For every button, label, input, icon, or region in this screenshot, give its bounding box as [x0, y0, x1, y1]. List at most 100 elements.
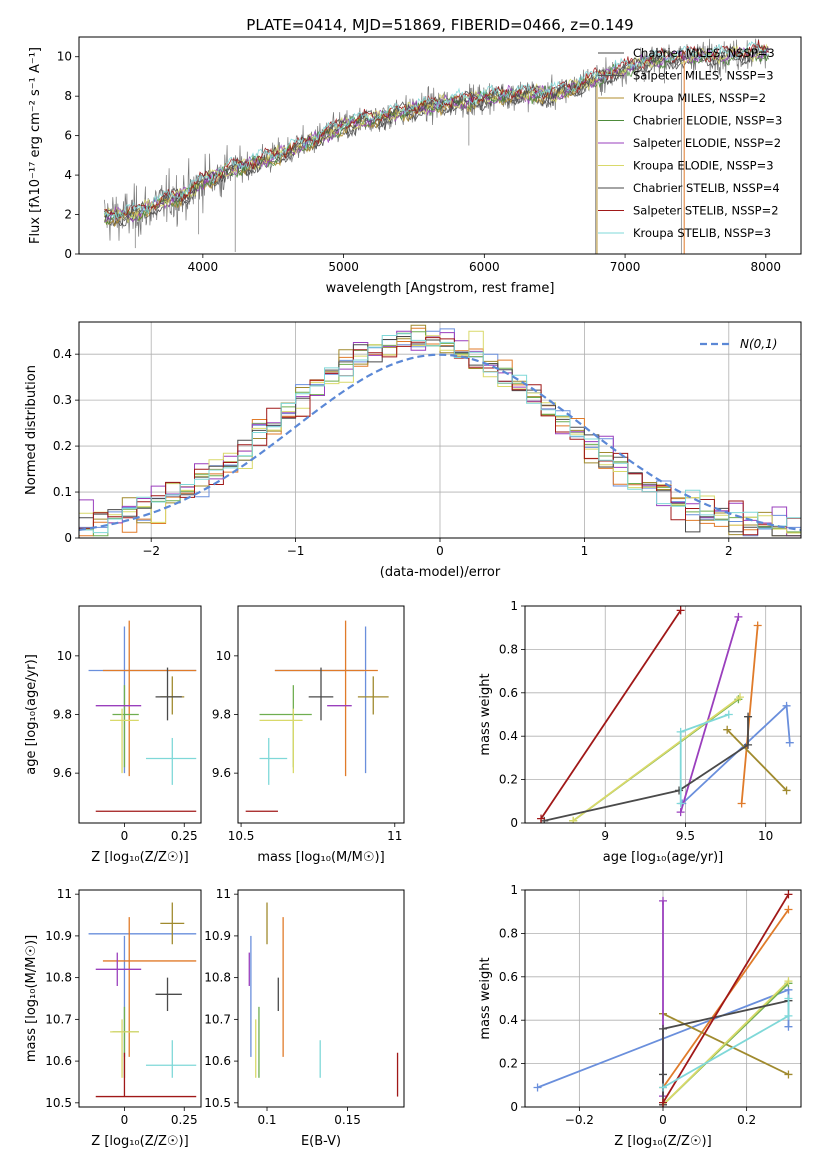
x-tick-label: 2: [725, 544, 733, 558]
model-spectrum-7: [104, 39, 769, 220]
x-axis-label: Z [log₁₀(Z/Z☉)]: [91, 1134, 188, 1149]
x-tick-label: 9: [601, 829, 609, 843]
y-axis-label: mass weight: [478, 957, 493, 1039]
panel-age-vs-mass: 10.5 11 9.6 9.8 10 mass [log₁₀(M/M☉)]: [212, 605, 405, 865]
ssp-marker-7: [676, 606, 685, 615]
ssp-marker-1: [737, 799, 746, 808]
panel-spectrum: 4000 5000 6000 7000 8000 0 2 4 6 8 10 wavelength [A…: [28, 36, 802, 296]
y-tick-label: 6: [64, 129, 72, 143]
y-axis-label: Flux [fλ10⁻¹⁷ erg cm⁻² s⁻¹ A⁻¹]: [28, 47, 43, 244]
y-tick-label: 0.2: [499, 773, 518, 787]
y-tick-label: 2: [64, 208, 72, 222]
plot-area-massweight-vs-age: [537, 606, 794, 823]
y-tick-label: 0: [64, 247, 72, 261]
x-tick-label: −0.2: [565, 1113, 594, 1127]
y-tick-label: 10.6: [45, 1054, 72, 1068]
axes-frame: [78, 36, 802, 255]
y-tick-label: 9.6: [53, 766, 72, 780]
figure-title: PLATE=0414, MJD=51869, FIBERID=0466, z=0…: [246, 16, 633, 34]
y-axis-label: Normed distribution: [24, 365, 39, 495]
ssp-marker-7: [784, 890, 793, 899]
axes-frame: [237, 605, 405, 824]
x-tick-label: 0: [659, 1113, 667, 1127]
plot-area-age-vs-mass: [245, 620, 389, 812]
ssp-marker-2: [723, 725, 732, 734]
ssp-marker-6: [675, 786, 684, 795]
y-axis-label: mass weight: [478, 673, 493, 755]
x-tick-label: 0.25: [171, 829, 198, 843]
ssp-marker-0: [784, 1022, 793, 1031]
panel-mass-vs-EBV: 0.1 0.15 10.5 10.6 10.7 10.8 10.9 11 E(B-V): [204, 887, 405, 1149]
axes-frame: [78, 321, 802, 539]
ssp-marker-8: [784, 994, 793, 1003]
ssp-line-7: [662, 893, 790, 1104]
x-tick-label: 0.1: [257, 1113, 276, 1127]
y-tick-label: 0.8: [499, 642, 518, 656]
x-tick-label: 0: [436, 544, 444, 558]
y-tick-label: 0: [510, 1100, 518, 1114]
ssp-marker-8: [659, 1083, 667, 1092]
axes-frame: [524, 605, 802, 824]
histogram-0: [79, 328, 801, 538]
ssp-marker-8: [676, 727, 685, 736]
legend-entry-3: Chabrier ELODIE, NSSP=3: [633, 114, 782, 128]
y-axis-label: mass [log₁₀(M/M☉)]: [24, 935, 39, 1062]
ssp-marker-8: [676, 799, 685, 808]
panel-mass-vs-Z: 0 0.25 10.5 10.6 10.7 10.8 10.9 11 Z [log₁₀(Z/Z☉…: [24, 887, 202, 1149]
ssp-marker-0: [782, 701, 791, 710]
ssp-marker-8: [784, 1011, 793, 1020]
ssp-marker-6: [744, 740, 753, 749]
ssp-marker-2: [784, 1070, 793, 1079]
y-tick-label: 0.1: [53, 485, 72, 499]
legend-entry-4: Salpeter ELODIE, NSSP=2: [633, 136, 781, 150]
x-tick-label: 0: [121, 829, 129, 843]
x-tick-label: 0: [121, 1113, 129, 1127]
y-tick-label: 10.8: [204, 971, 231, 985]
y-tick-label: 9.8: [212, 708, 231, 722]
axes-frame: [78, 605, 202, 824]
histogram-7: [79, 337, 801, 538]
plot-area-age-vs-Z: [88, 620, 197, 812]
x-tick-label: 6000: [469, 260, 500, 274]
plot-area-massweight-vs-Z: [533, 890, 793, 1107]
y-tick-label: 0.6: [499, 686, 518, 700]
x-tick-label: 8000: [751, 260, 782, 274]
x-tick-label: 11: [387, 829, 402, 843]
ssp-line-6: [544, 716, 749, 822]
histogram-8: [79, 333, 801, 538]
y-tick-label: 8: [64, 89, 72, 103]
legend-entry-7: Salpeter STELIB, NSSP=2: [633, 204, 779, 218]
x-tick-label: 10: [758, 829, 773, 843]
ssp-line-7: [540, 609, 682, 820]
plot-area-spectrum: [103, 38, 769, 254]
panel-massweight-vs-age: 9 9.5 10 0 0.2 0.4 0.6 0.8 1 age [log₁₀(age/yr)] m…: [478, 599, 802, 865]
ssp-marker-7: [659, 1098, 667, 1107]
ssp-marker-5: [736, 693, 745, 702]
plot-area-mass-vs-Z: [88, 902, 197, 1098]
x-tick-label: 5000: [328, 260, 359, 274]
y-tick-label: 0.3: [53, 393, 72, 407]
y-tick-label: 1: [510, 883, 518, 897]
y-tick-label: 9.8: [53, 708, 72, 722]
x-tick-label: 9.5: [676, 829, 695, 843]
x-axis-label: Z [log₁₀(Z/Z☉)]: [614, 1134, 711, 1149]
ssp-marker-1: [753, 621, 762, 630]
y-tick-label: 10.5: [45, 1096, 72, 1110]
legend-gaussian-label: N(0,1): [740, 337, 777, 351]
y-tick-label: 0.4: [499, 1013, 518, 1027]
ssp-marker-0: [785, 738, 794, 747]
axes-frame: [237, 889, 405, 1108]
x-tick-label: 7000: [610, 260, 641, 274]
y-tick-label: 0.6: [499, 970, 518, 984]
legend-entry-6: Chabrier STELIB, NSSP=4: [633, 181, 780, 195]
x-tick-label: −2: [142, 544, 160, 558]
model-spectrum-8: [103, 41, 769, 219]
ssp-marker-2: [782, 786, 791, 795]
plot-area-residuals: [79, 324, 801, 538]
panel-residuals: −2 −1 0 1 2 0 0.1 0.2 0.3 0.4 (data-model)/error No…: [24, 321, 802, 580]
ssp-marker-4: [676, 808, 685, 817]
y-tick-label: 4: [64, 168, 72, 182]
y-tick-label: 0.8: [499, 926, 518, 940]
y-tick-label: 11: [216, 887, 231, 901]
x-tick-label: 0.25: [171, 1113, 198, 1127]
